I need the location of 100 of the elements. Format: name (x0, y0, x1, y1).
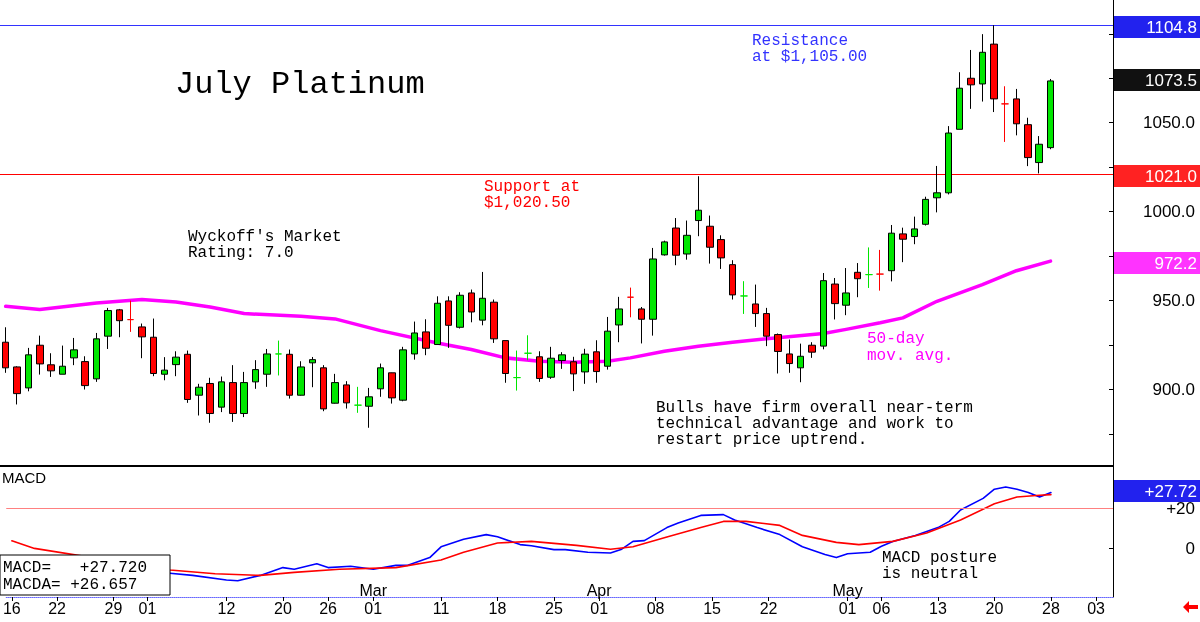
candlestick (434, 295, 441, 346)
candlestick (1035, 135, 1043, 174)
candlestick (161, 356, 168, 381)
candlestick (13, 365, 21, 405)
annotation: MACD= +27.720 (3, 559, 148, 577)
candlestick (524, 334, 532, 361)
candlestick (229, 364, 237, 423)
annotation: MACD posture is neutral (882, 549, 998, 583)
candlestick (808, 341, 816, 359)
y-tick-label: 1000.0 (1143, 202, 1195, 222)
x-tick-label: 01 (138, 599, 157, 617)
candlestick (490, 299, 498, 344)
candlestick (593, 339, 600, 384)
candlestick (275, 340, 282, 376)
candlestick (536, 350, 543, 383)
candlestick (25, 347, 32, 392)
candlestick (47, 352, 55, 378)
x-tick-label: 12 (217, 599, 236, 617)
candlestick (218, 376, 225, 413)
y-tick-label: 950.0 (1152, 291, 1195, 311)
candlestick (797, 343, 804, 383)
line-series (3, 259, 1053, 364)
candlestick (104, 307, 112, 350)
candlestick (1013, 88, 1020, 136)
x-tick-label: 22 (759, 599, 778, 617)
candlestick (2, 326, 9, 374)
x-tick-label: 08 (646, 599, 665, 617)
candlestick (922, 196, 929, 227)
candlestick (206, 377, 214, 424)
candlestick (456, 291, 464, 330)
candlestick (615, 296, 623, 343)
candlestick (479, 271, 486, 326)
candlestick (354, 386, 362, 414)
y-tick-label: 1050.0 (1143, 113, 1195, 133)
candlestick (286, 349, 293, 400)
candlestick (411, 321, 418, 361)
candlestick (297, 360, 305, 397)
candlestick (399, 346, 407, 402)
candlestick (93, 332, 100, 383)
candlestick (672, 217, 680, 266)
candlestick (865, 246, 873, 289)
candlestick (706, 215, 714, 265)
x-tick-label: 26 (319, 599, 338, 617)
text: 972.2 (1154, 253, 1197, 273)
candlestick (36, 335, 44, 376)
x-tick-label: 29 (104, 599, 123, 617)
line-series (169, 486, 1052, 582)
candlestick (70, 337, 78, 366)
candlestick (638, 306, 645, 344)
x-tick-label: 20 (985, 599, 1004, 617)
candlestick (240, 371, 248, 418)
candlestick (422, 318, 430, 356)
candlestick (831, 277, 839, 320)
candlestick (967, 49, 975, 110)
candlestick (343, 380, 350, 410)
candlestick (558, 351, 566, 370)
annotation: MACDA= +26.657 (3, 576, 138, 594)
candlestick (263, 348, 271, 388)
candlestick (888, 224, 895, 282)
x-tick-label: 15 (703, 599, 722, 617)
candlestick (570, 356, 577, 392)
series-label: 50-day mov. avg. (867, 329, 954, 365)
y-tick-label: 0 (1185, 538, 1195, 558)
candlestick (116, 308, 123, 338)
candlestick (842, 267, 850, 316)
x-tick-label: 03 (1087, 599, 1106, 617)
candlestick (138, 323, 146, 359)
candlestick (683, 220, 691, 261)
candlestick (763, 307, 770, 347)
candlestick (649, 247, 657, 337)
annotation: Wyckoff's Market Rating: 7.0 (188, 228, 342, 262)
candlestick (945, 125, 952, 195)
candlestick (956, 71, 963, 130)
x-tick-label: Mar 01 (359, 581, 388, 617)
candlestick (786, 339, 793, 374)
candlestick (627, 287, 634, 318)
x-tick-label: Apr 01 (586, 581, 613, 617)
candlestick (854, 262, 861, 298)
candlestick (331, 373, 339, 405)
ref-line-label: Support at $1,020.50 (484, 178, 581, 212)
candlestick (774, 332, 782, 375)
annotation: Bulls have firm overall near-term technical advantage and work to restart price uptrend. (656, 399, 973, 449)
candlestick (911, 216, 918, 245)
candlestick (547, 346, 555, 380)
candlestick (1047, 78, 1054, 150)
x-tick-label: 11 (432, 599, 450, 617)
candlestick (445, 295, 452, 349)
x-tick-label: 16 (2, 599, 21, 617)
x-tick-label: 20 (274, 599, 292, 617)
text: 1104.8 (1146, 17, 1197, 37)
candlestick (252, 359, 259, 390)
ref-line-label: Resistance at $1,105.00 (752, 32, 868, 66)
x-tick-label: 06 (872, 599, 891, 617)
candlestick (933, 165, 941, 213)
text: 1073.5 (1145, 70, 1197, 90)
x-tick-label: May 01 (832, 581, 863, 617)
chart-title: MACD (2, 469, 47, 486)
text: 1021.0 (1145, 166, 1197, 186)
x-tick-label: 28 (1041, 599, 1060, 617)
y-tick-label: +20 (1166, 498, 1195, 518)
